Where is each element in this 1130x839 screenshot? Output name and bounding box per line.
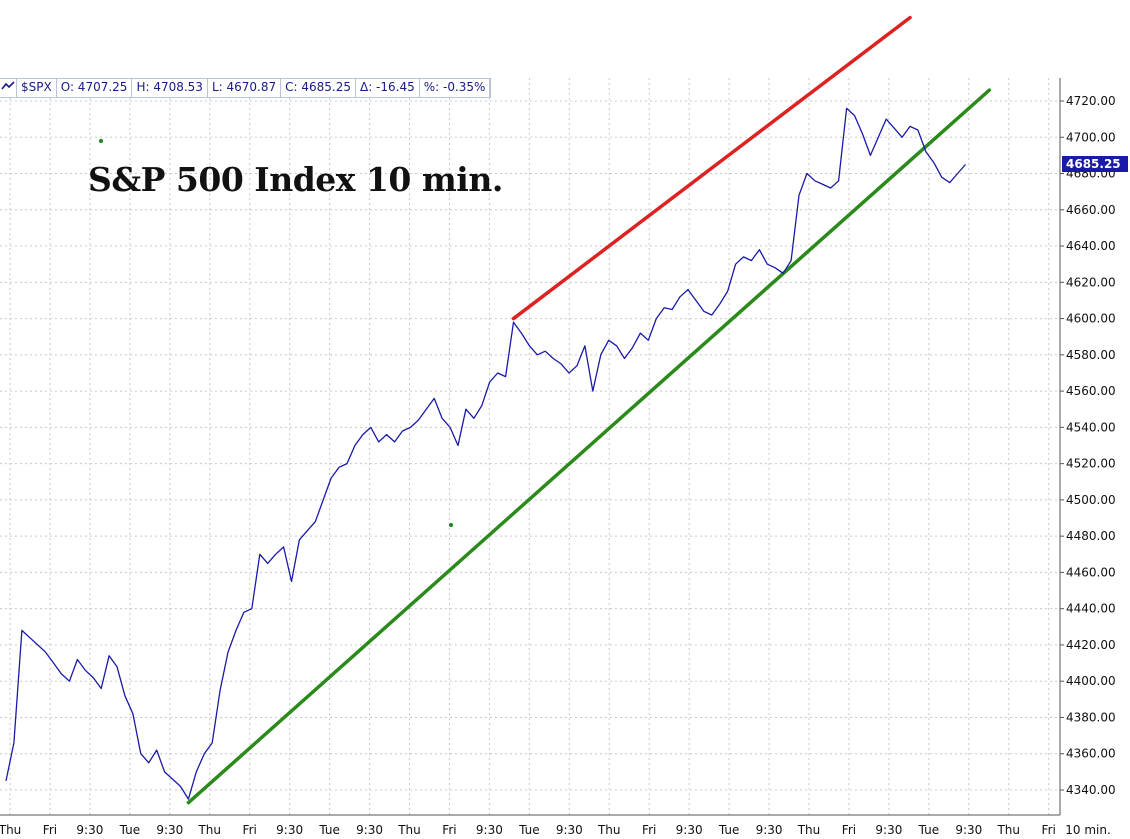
annotation-dot (449, 523, 453, 527)
x-tick-label: Fri (43, 823, 57, 837)
timeframe-label: 10 min. (1065, 823, 1111, 837)
x-tick-label: 9:30 (875, 823, 902, 837)
ohlc-header: $SPX O: 4707.25 H: 4708.53 L: 4670.87 C:… (0, 78, 492, 98)
x-tick-label: Thu (197, 823, 221, 837)
y-tick-label: 4400.00 (1066, 674, 1116, 688)
grid (0, 78, 1060, 815)
y-tick-label: 4560.00 (1066, 384, 1116, 398)
support-trendline (186, 88, 992, 805)
y-tick-label: 4540.00 (1066, 420, 1116, 434)
change-value: Δ: -16.45 (356, 79, 420, 97)
price-line (5, 107, 966, 800)
x-tick-label: Fri (243, 823, 257, 837)
x-tick-label: Thu (0, 823, 21, 837)
x-tick-label: 9:30 (356, 823, 383, 837)
trendlines (186, 15, 992, 805)
y-tick-label: 4480.00 (1066, 529, 1116, 543)
y-tick-label: 4580.00 (1066, 348, 1116, 362)
y-tick-label: 4660.00 (1066, 203, 1116, 217)
x-axis: Thu Fri 9:30 Tue 9:30 Thu Fri 9:30 Tue 9:30 Thu Fri… (0, 814, 1111, 837)
x-tick-label: 9:30 (756, 823, 783, 837)
x-tick-label: 9:30 (76, 823, 103, 837)
y-tick-label: 4440.00 (1066, 602, 1116, 616)
y-tick-label: 4380.00 (1066, 710, 1116, 724)
y-axis: 4340.00 4360.00 4380.00 4400.00 4420.00 4440.… (1059, 78, 1116, 815)
y-tick-label: 4420.00 (1066, 638, 1116, 652)
symbol-label[interactable]: $SPX (17, 79, 57, 97)
close-value: C: 4685.25 (281, 79, 356, 97)
x-tick-label: 9:30 (676, 823, 703, 837)
x-tick-label: 9:30 (955, 823, 982, 837)
x-tick-label: Tue (119, 823, 141, 837)
markers: 4685.25 (99, 139, 1128, 527)
last-price-flag (1062, 156, 1128, 173)
x-tick-label: Tue (718, 823, 740, 837)
resistance-trendline (511, 15, 912, 321)
price-series (5, 107, 966, 800)
x-tick-label: Thu (597, 823, 621, 837)
x-tick-label: 9:30 (556, 823, 583, 837)
x-tick-label: Tue (918, 823, 940, 837)
x-tick-label: Fri (642, 823, 656, 837)
y-tick-label: 4620.00 (1066, 275, 1116, 289)
x-tick-label: Tue (318, 823, 340, 837)
high-value: H: 4708.53 (132, 79, 208, 97)
annotation-dot (99, 139, 103, 143)
x-tick-label: Thu (397, 823, 421, 837)
open-value: O: 4707.25 (57, 79, 133, 97)
x-tick-label: 9:30 (156, 823, 183, 837)
y-tick-label: 4340.00 (1066, 783, 1116, 797)
y-tick-label: 4460.00 (1066, 565, 1116, 579)
y-tick-label: 4640.00 (1066, 239, 1116, 253)
x-tick-label: Fri (842, 823, 856, 837)
x-tick-label: Fri (442, 823, 456, 837)
x-tick-label: Thu (797, 823, 821, 837)
x-tick-label: Tue (518, 823, 540, 837)
x-tick-label: 9:30 (276, 823, 303, 837)
x-tick-label: 9:30 (476, 823, 503, 837)
x-tick-label: Fri (1042, 823, 1056, 837)
y-tick-label: 4520.00 (1066, 457, 1116, 471)
low-value: L: 4670.87 (208, 79, 282, 97)
x-tick-label: Thu (996, 823, 1020, 837)
y-tick-label: 4500.00 (1066, 493, 1116, 507)
percent-value: %: -0.35% (420, 79, 491, 97)
last-price-label: 4685.25 (1066, 157, 1121, 171)
y-tick-label: 4360.00 (1066, 747, 1116, 761)
chart-title: S&P 500 Index 10 min. (88, 160, 503, 199)
y-tick-label: 4720.00 (1066, 94, 1116, 108)
chart-type-icon[interactable] (0, 79, 17, 97)
y-tick-label: 4600.00 (1066, 312, 1116, 326)
y-tick-label: 4700.00 (1066, 130, 1116, 144)
